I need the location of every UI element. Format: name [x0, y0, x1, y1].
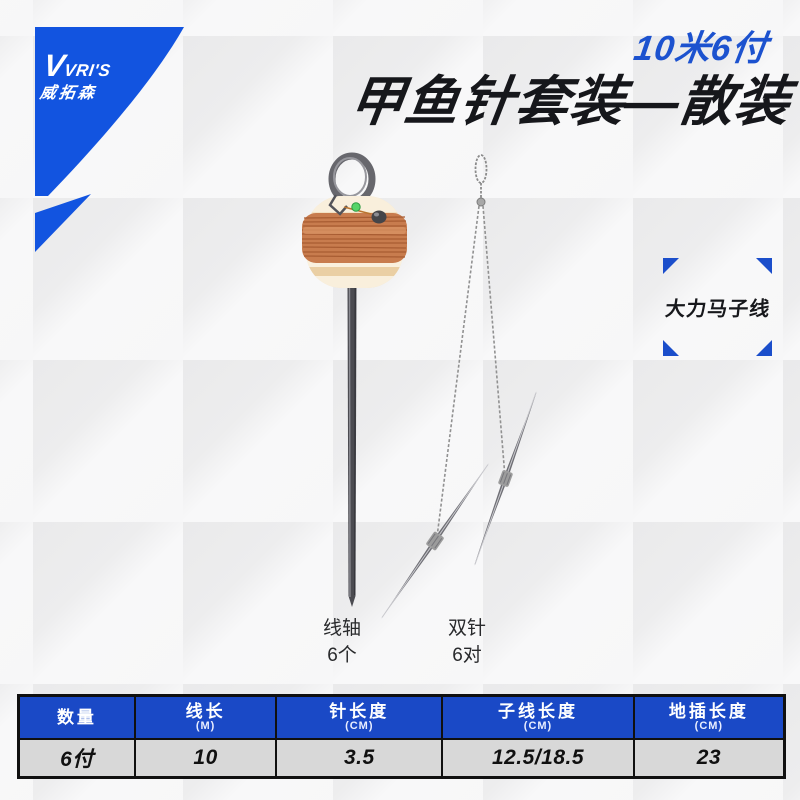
line-type-label: 大力马子线 — [663, 298, 771, 321]
column-header: 地插长度 (CM) — [634, 697, 783, 738]
spool-callout: 线轴 6个 — [282, 615, 402, 669]
right-needle-binding — [498, 470, 513, 487]
spool-stake — [347, 286, 357, 607]
spec-table-column-subline-length: 子线长度 (CM) 12.5/18.5 — [441, 697, 633, 776]
column-header-label: 针长度 — [329, 701, 390, 721]
rig-loop-icon — [474, 154, 488, 198]
green-bead-icon — [351, 202, 361, 212]
double-needle-quantity: 6对 — [452, 645, 482, 666]
brand-logo: VVRI'S 威拓森 — [38, 48, 166, 102]
page-title: 甲鱼针套装—散装 — [345, 72, 795, 132]
spool-product-image — [301, 152, 408, 607]
corner-bracket-top-right-icon — [756, 258, 772, 274]
corner-bracket-top-left-icon — [663, 258, 679, 274]
brand-logo-rest: VRI'S — [62, 61, 112, 80]
column-header: 子线长度 (CM) — [443, 697, 633, 738]
column-header: 线长 (M) — [135, 697, 276, 738]
spool-label: 线轴 — [322, 618, 361, 639]
brand-logo-en: VVRI'S — [41, 48, 166, 83]
double-needle-callout: 双针 6对 — [407, 615, 527, 669]
corner-bracket-bottom-right-icon — [756, 340, 772, 356]
left-needle-binding — [426, 531, 444, 551]
double-needle-label: 双针 — [447, 618, 486, 639]
spool-thread-wrap — [301, 213, 408, 263]
column-header-unit: (CM) — [345, 719, 374, 732]
metal-bead-icon — [371, 210, 387, 224]
header: 10米6付 甲鱼针套装—散装 — [346, 20, 794, 132]
spec-table-column-stake-length: 地插长度 (CM) 23 — [632, 697, 783, 776]
table-cell: 12.5/18.5 — [443, 738, 633, 776]
rig-sub-lines — [436, 205, 506, 538]
left-needle — [381, 463, 489, 619]
table-cell: 3.5 — [277, 738, 442, 776]
spec-badge: 10米6付 — [631, 29, 771, 68]
column-header: 针长度 (CM) — [277, 697, 442, 738]
double-needle-product-image — [381, 154, 537, 619]
spec-table-column-quantity: 数量 6付 — [20, 697, 134, 776]
rig-knot — [476, 197, 486, 207]
column-header: 数量 — [20, 697, 134, 738]
table-cell: 23 — [634, 738, 783, 776]
table-cell: 10 — [135, 738, 276, 776]
spec-table-column-needle-length: 针长度 (CM) 3.5 — [275, 697, 442, 776]
column-header-unit: (CM) — [523, 719, 553, 732]
spec-table: 数量 6付 线长 (M) 10 针长度 (CM) 3.5 子线长度 (CM) 1… — [17, 694, 786, 779]
column-header-label: 子线长度 — [498, 701, 578, 721]
line-type-badge: 大力马子线 — [663, 258, 772, 356]
column-header-unit: (M) — [195, 719, 216, 732]
spool-ring-icon — [328, 152, 376, 206]
column-header-unit: (CM) — [694, 719, 724, 732]
spec-table-column-line-length: 线长 (M) 10 — [133, 697, 276, 776]
column-header-label: 线长 — [185, 701, 226, 721]
right-needle — [474, 391, 537, 566]
table-cell: 6付 — [20, 738, 134, 776]
corner-bracket-bottom-left-icon — [663, 340, 679, 356]
spool-quantity: 6个 — [327, 645, 357, 666]
brand-logo-cn: 威拓森 — [38, 85, 99, 102]
spool-body — [301, 194, 408, 288]
column-header-label: 地插长度 — [668, 701, 749, 721]
column-header-label: 数量 — [56, 707, 97, 727]
spool-clip-icon — [328, 194, 372, 216]
